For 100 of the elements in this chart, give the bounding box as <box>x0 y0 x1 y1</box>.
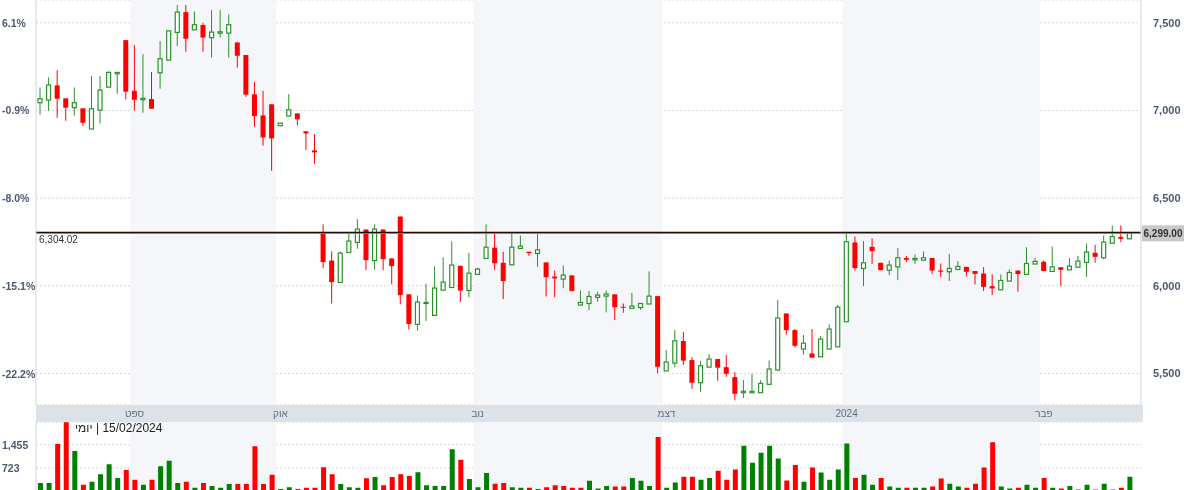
bar <box>792 464 798 490</box>
bar <box>938 478 944 490</box>
bar <box>63 422 69 490</box>
bar <box>1033 487 1039 490</box>
bar <box>1127 476 1133 490</box>
bar <box>801 481 807 490</box>
bar <box>741 445 747 490</box>
bar <box>200 483 206 490</box>
bar <box>252 446 258 490</box>
candlestick <box>389 257 395 285</box>
candlestick <box>818 335 824 358</box>
x-tick-label: דצמ <box>657 408 676 419</box>
candlestick <box>766 359 772 385</box>
bar <box>947 483 953 490</box>
bar <box>355 487 361 490</box>
bar <box>981 467 987 490</box>
bar <box>904 487 910 490</box>
candlestick <box>1083 243 1090 278</box>
candlestick <box>603 290 609 313</box>
bar <box>269 474 275 490</box>
bar <box>912 487 918 490</box>
bar <box>921 487 927 490</box>
x-tick-label: פבר <box>1035 408 1053 419</box>
candlestick <box>500 251 506 300</box>
bar <box>552 485 558 490</box>
bar <box>501 483 507 490</box>
candlestick <box>234 41 240 69</box>
x-tick-label: 2024 <box>835 408 859 419</box>
candlestick <box>191 10 198 31</box>
bar <box>226 484 232 490</box>
x-tick-label: נוב <box>471 408 485 419</box>
bar <box>775 458 781 490</box>
candlestick <box>88 75 95 130</box>
candlestick <box>792 328 798 349</box>
bar <box>526 487 532 490</box>
y-tick-label: 7,000 <box>1153 104 1181 117</box>
bar <box>415 472 421 490</box>
bar <box>381 485 387 490</box>
bar <box>106 464 112 490</box>
candlestick <box>97 75 103 124</box>
bar <box>629 477 635 490</box>
candlestick <box>423 283 429 322</box>
bar <box>98 474 104 490</box>
candlestick <box>1092 244 1098 264</box>
bar <box>321 467 327 490</box>
bar <box>175 483 181 490</box>
candlestick <box>697 360 704 393</box>
bar <box>38 483 43 490</box>
bar <box>895 487 901 490</box>
bar <box>587 480 592 490</box>
bar <box>784 480 790 490</box>
candlestick <box>895 247 901 281</box>
candlestick <box>483 223 489 260</box>
x-tick-label: ספט <box>125 408 145 419</box>
bar <box>406 476 412 490</box>
candlestick <box>981 266 987 292</box>
bar <box>973 483 979 490</box>
candlestick <box>157 40 163 90</box>
candlestick <box>860 240 867 287</box>
bar <box>844 443 850 490</box>
candlestick <box>63 97 69 122</box>
bar <box>561 485 567 490</box>
bar <box>132 479 138 490</box>
bar <box>183 481 189 490</box>
y2-tick-label: -0.9% <box>2 103 31 116</box>
candlestick <box>1023 246 1030 275</box>
bar <box>149 479 155 490</box>
bar <box>363 478 369 490</box>
bar <box>140 484 146 490</box>
bar <box>458 459 464 490</box>
bar <box>261 484 267 490</box>
candlestick <box>37 86 43 116</box>
bar <box>1084 484 1090 490</box>
bar <box>509 487 515 490</box>
candlestick <box>492 232 498 271</box>
candlestick <box>534 232 541 268</box>
candlestick <box>586 290 592 311</box>
candlestick <box>346 231 352 254</box>
bar <box>346 487 352 490</box>
bar <box>990 442 996 490</box>
candlestick <box>672 329 678 368</box>
y-tick-label: 723 <box>2 462 20 475</box>
bar <box>681 476 687 490</box>
bar <box>861 474 867 490</box>
bar <box>484 472 490 490</box>
candlestick <box>1101 234 1107 260</box>
candlestick <box>509 232 515 266</box>
y2-tick-label: -15.1% <box>2 279 36 292</box>
bar <box>732 469 738 490</box>
bar <box>449 449 455 490</box>
candlestick <box>809 328 815 359</box>
bar <box>689 476 695 490</box>
candlestick <box>131 44 137 112</box>
candlestick <box>552 270 558 298</box>
y-tick-label: 6,500 <box>1153 192 1181 205</box>
bar <box>286 487 292 490</box>
bar <box>698 479 704 490</box>
bar <box>218 487 224 490</box>
bar <box>818 472 824 490</box>
bar <box>312 487 318 490</box>
